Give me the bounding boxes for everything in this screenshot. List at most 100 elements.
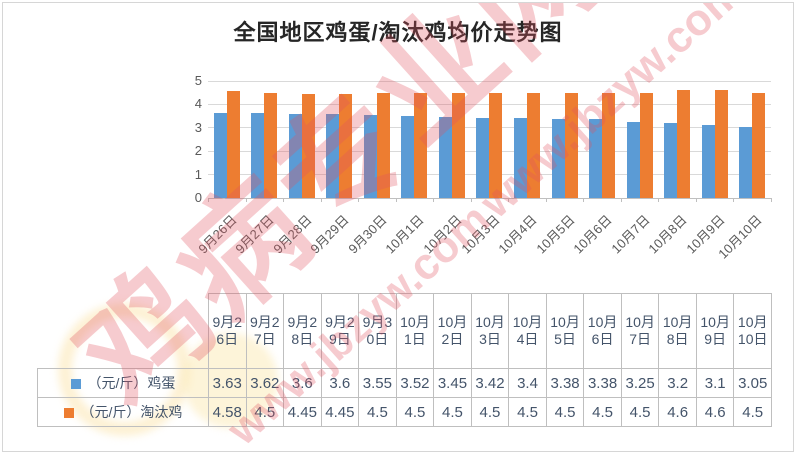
bar	[677, 90, 691, 198]
value-cell: 4.5	[620, 397, 660, 427]
bar	[527, 92, 541, 198]
value-cell: 4.5	[583, 397, 622, 427]
value-cell: 3.25	[620, 368, 660, 398]
value-cell: 3.2	[658, 368, 697, 398]
date-header-cell: 9月30日	[358, 293, 397, 369]
bar	[451, 92, 465, 198]
x-axis-labels: 9月26日 9月27日 9月28日 9月29日 9月30日 10月1日 10月2日 10月3日…	[195, 202, 771, 292]
bar-group	[208, 81, 246, 198]
axis-tick	[395, 198, 397, 202]
date-header-cell: 10月7日	[620, 293, 660, 369]
bar	[626, 121, 640, 198]
axis-tick	[208, 198, 209, 202]
legend-cell: （元/斤）鸡蛋	[37, 368, 209, 398]
legend-key-icon	[70, 379, 81, 389]
axis-tick	[620, 198, 622, 202]
value-cell: 3.6	[283, 368, 322, 398]
value-cell: 3.38	[583, 368, 622, 398]
table-header-row: 9月26日 9月27日 9月28日 9月29日 9月30日 10月1日 10月2日 10月3日…	[38, 293, 772, 369]
date-header-cell: 10月2日	[433, 293, 472, 369]
bar	[213, 113, 227, 198]
axis-tick	[320, 198, 322, 202]
bar	[401, 115, 415, 198]
date-header-cell: 10月1日	[395, 293, 435, 369]
value-cell: 3.63	[208, 368, 247, 398]
bar	[264, 92, 278, 198]
legend-key-icon	[63, 408, 74, 418]
value-cell: 4.5	[395, 397, 435, 427]
plot-area	[208, 80, 771, 198]
date-header-cell: 9月28日	[283, 293, 322, 369]
value-cell: 3.45	[433, 368, 472, 398]
bar	[752, 92, 766, 198]
bar	[602, 92, 616, 198]
bar	[739, 126, 753, 198]
date-header-cell: 9月26日	[208, 293, 247, 369]
date-header-cell: 10月10日	[733, 293, 772, 369]
bar-group	[396, 81, 434, 198]
axis-tick	[695, 198, 697, 202]
bar	[376, 92, 390, 198]
axis-tick	[658, 198, 660, 202]
bar	[288, 113, 302, 198]
axis-tick	[583, 198, 585, 202]
value-cell: 3.62	[245, 368, 285, 398]
date-header-cell: 10月6日	[583, 293, 622, 369]
y-tick-label: 0	[194, 190, 202, 205]
value-cell: 4.6	[658, 397, 697, 427]
date-header-cell: 9月27日	[245, 293, 285, 369]
bar	[714, 90, 728, 198]
bar	[664, 123, 678, 198]
table-corner-cell	[38, 294, 209, 369]
value-cell: 3.55	[358, 368, 397, 398]
bar	[326, 113, 340, 198]
axis-tick	[358, 198, 360, 202]
bar	[339, 93, 353, 198]
value-cell: 3.6	[320, 368, 360, 398]
table-row: （元/斤）淘汰鸡 4.58 4.5 4.45 4.45 4.5 4.5 4.5 4.5 4.5 4.…	[37, 397, 772, 427]
y-tick-label: 1	[194, 166, 202, 182]
bar	[489, 92, 503, 198]
bar	[551, 118, 565, 198]
axis-tick	[245, 198, 247, 202]
axis-tick	[733, 198, 735, 202]
y-tick-label: 5	[194, 73, 202, 88]
value-cell: 3.42	[470, 368, 510, 398]
value-cell: 3.4	[508, 368, 547, 398]
value-cell: 4.5	[245, 397, 285, 427]
y-tick-label: 3	[194, 119, 202, 135]
chart-title: 全国地区鸡蛋/淘汰鸡均价走势图	[233, 20, 563, 45]
bar	[589, 118, 603, 198]
axis-tick	[283, 198, 285, 202]
value-cell: 4.45	[320, 397, 360, 427]
axis-tick	[470, 198, 472, 202]
axis-tick	[508, 198, 510, 202]
value-cell: 4.5	[545, 397, 585, 427]
legend-label: （元/斤）鸡蛋	[87, 375, 176, 391]
value-cell: 4.5	[508, 397, 547, 427]
bar-group	[696, 81, 734, 198]
value-cell: 3.38	[545, 368, 585, 398]
bar-group	[508, 81, 546, 198]
value-cell: 3.1	[695, 368, 735, 398]
value-cell: 4.5	[358, 397, 397, 427]
value-cell: 3.52	[395, 368, 435, 398]
table-row: （元/斤）鸡蛋 3.63 3.62 3.6 3.6 3.55 3.52 3.45 3.42 3.4…	[37, 368, 772, 398]
bar	[251, 113, 265, 198]
bar-group	[321, 81, 359, 198]
date-header-cell: 9月29日	[320, 293, 360, 369]
bar	[639, 92, 653, 198]
y-tick-label: 2	[194, 143, 202, 159]
bar-group	[658, 81, 696, 198]
bar-group	[583, 81, 621, 198]
bar	[514, 118, 528, 198]
bar	[564, 92, 578, 198]
date-header-cell: 10月3日	[470, 293, 510, 369]
bar	[476, 117, 490, 198]
x-axis-line	[208, 198, 771, 199]
axis-tick	[545, 198, 547, 202]
bar-group	[283, 81, 321, 198]
grid-line	[208, 80, 771, 82]
bar	[701, 125, 715, 198]
